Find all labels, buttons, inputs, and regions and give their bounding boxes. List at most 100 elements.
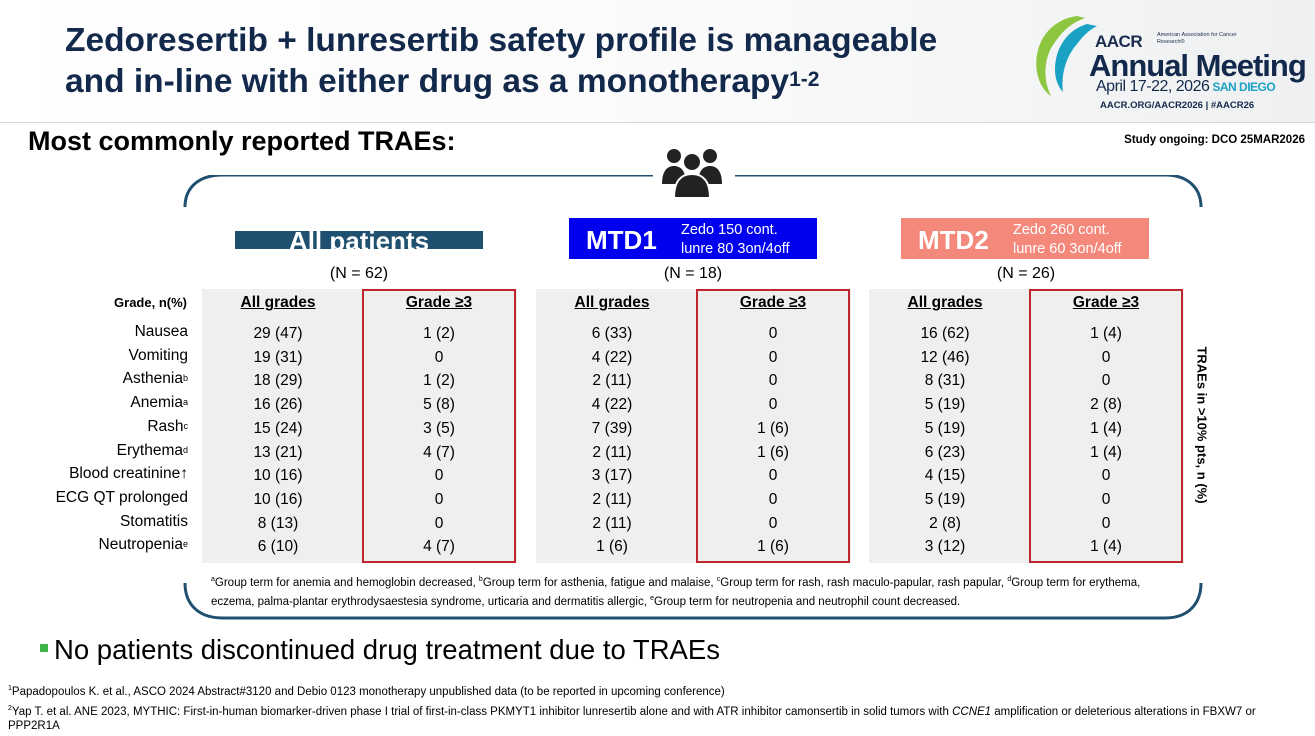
table-cell-grade3-mtd2: 1 (4) <box>1090 444 1122 461</box>
row-label-text: Blood creatinine↑ <box>69 465 188 482</box>
table-cell-all-grades-mtd2: 6 (23) <box>924 444 966 461</box>
table-cell-grade3-mtd2: 1 (4) <box>1090 325 1122 342</box>
dates-text: April 17-22, 2026 <box>1096 78 1210 95</box>
row-label-footnote-sup: c <box>183 421 189 431</box>
table-cell-grade3-mtd2: 0 <box>1101 491 1111 508</box>
table-cell-all-grades-mtd1: 2 (11) <box>592 491 632 508</box>
slide-title: Zedoresertib + lunresertib safety profil… <box>65 20 1025 102</box>
row-label-footnote-sup: a <box>182 397 188 407</box>
row-label: Astheniab <box>10 369 188 389</box>
table-cell-grade3-all: 5 (8) <box>423 396 455 413</box>
row-label-text: Rash <box>147 418 184 435</box>
table-cell-all-grades-mtd2: 8 (31) <box>924 372 966 389</box>
table-cell-grade3-all: 4 (7) <box>423 444 455 461</box>
city-text: SAN DIEGO <box>1212 80 1276 94</box>
table-cell-all-grades-mtd1: 2 (11) <box>592 372 632 389</box>
group-desc-mtd2: Zedo 260 cont. lunre 60 3on/4off <box>1013 221 1122 259</box>
table-cell-all-grades-all: 10 (16) <box>253 491 303 508</box>
row-label-footnote-sup: e <box>182 539 188 549</box>
table-cell-grade3-mtd1: 0 <box>768 372 778 389</box>
table-cell-all-grades-mtd1: 1 (6) <box>596 538 628 555</box>
table-cell-all-grades-all: 8 (13) <box>257 515 299 532</box>
n-mtd2: (N = 26) <box>996 265 1056 282</box>
table-cell-all-grades-mtd1: 2 (11) <box>592 515 632 532</box>
row-label-text: Anemia <box>130 394 183 411</box>
reference-1: 1Papadopoulos K. et al., ASCO 2024 Abstr… <box>8 682 725 699</box>
table-cell-grade3-all: 1 (2) <box>423 325 455 342</box>
bullet-square-icon <box>40 643 48 652</box>
row-label-text: Asthenia <box>122 370 183 387</box>
meeting-web-hashtag: AACR.ORG/AACR2026 | #AACR26 <box>1100 100 1255 111</box>
table-cell-all-grades-mtd1: 6 (33) <box>591 325 633 342</box>
grade3-box-mtd1 <box>696 289 850 563</box>
table-cell-all-grades-mtd1: 3 (17) <box>591 467 633 484</box>
table-bracket-frame <box>183 175 1203 620</box>
row-label-footnote-sup: b <box>182 373 188 383</box>
row-label: Rashc <box>10 417 188 437</box>
table-cell-all-grades-mtd2: 16 (62) <box>920 325 970 342</box>
table-cell-grade3-mtd1: 0 <box>768 396 778 413</box>
reference-1-sup: 1 <box>8 685 12 692</box>
row-label: Vomiting <box>10 346 188 366</box>
group-label-mtd2: MTD2 <box>918 225 989 255</box>
row-label: Neutropeniae <box>10 535 188 555</box>
table-cell-all-grades-mtd2: 3 (12) <box>924 538 966 555</box>
n-all-patients: (N = 62) <box>329 265 389 282</box>
col-header-grade3-mtd2: Grade ≥3 <box>1072 294 1140 311</box>
table-cell-grade3-mtd1: 0 <box>768 325 778 342</box>
table-cell-grade3-all: 3 (5) <box>423 420 455 437</box>
people-group-icon <box>662 149 722 199</box>
table-cell-all-grades-mtd2: 5 (19) <box>924 396 966 413</box>
table-cell-grade3-all: 0 <box>434 349 444 366</box>
grade3-box-all-patients <box>362 289 516 563</box>
table-footnote: aGroup term for anemia and hemoglobin de… <box>211 576 1141 609</box>
footnote-e: Group term for neutropenia and neutrophi… <box>654 596 961 609</box>
row-label-text: Nausea <box>134 323 188 340</box>
table-cell-all-grades-all: 16 (26) <box>253 396 303 413</box>
bullet-text: No patients discontinued drug treatment … <box>54 634 720 665</box>
footnote-b: Group term for asthenia, fatigue and mal… <box>482 576 717 589</box>
row-label-footnote-sup: d <box>182 445 188 455</box>
table-side-label: TRAEs in >10% pts, n (%) <box>1194 346 1210 504</box>
table-cell-grade3-mtd1: 0 <box>768 515 778 532</box>
title-line-2: and in-line with either drug as a monoth… <box>65 63 790 100</box>
table-cell-grade3-mtd1: 0 <box>768 467 778 484</box>
table-cell-all-grades-all: 6 (10) <box>257 538 299 555</box>
table-cell-grade3-all: 0 <box>434 515 444 532</box>
reference-2-sup: 2 <box>8 705 12 712</box>
group-label-mtd1: MTD1 <box>586 225 657 255</box>
footnote-a: Group term for anemia and hemoglobin dec… <box>214 576 479 589</box>
table-cell-grade3-mtd1: 1 (6) <box>757 420 789 437</box>
row-label: Blood creatinine↑ <box>10 464 188 484</box>
aacr-wordmark: AACR <box>1095 32 1143 51</box>
mtd2-dose-lunre: lunre 60 3on/4off <box>1013 241 1122 257</box>
row-label-text: Erythema <box>116 442 183 459</box>
table-cell-grade3-mtd2: 0 <box>1101 372 1111 389</box>
table-cell-grade3-mtd1: 1 (6) <box>757 444 789 461</box>
grade3-box-mtd2 <box>1029 289 1183 563</box>
table-cell-all-grades-mtd1: 4 (22) <box>591 396 633 413</box>
row-label: Stomatitis <box>10 512 188 532</box>
table-cell-all-grades-mtd1: 4 (22) <box>591 349 633 366</box>
table-cell-all-grades-all: 10 (16) <box>253 467 303 484</box>
table-cell-all-grades-mtd2: 12 (46) <box>920 349 970 366</box>
table-cell-grade3-all: 0 <box>434 491 444 508</box>
logo-arc-icon <box>1036 16 1097 96</box>
col-header-all-grades-mtd1: All grades <box>574 294 650 311</box>
grade-column-header: Grade, n(%) <box>114 295 187 310</box>
footnote-d: Group term for erythema, eczema, palma-p… <box>211 576 1141 609</box>
table-cell-grade3-all: 1 (2) <box>423 372 455 389</box>
mtd2-dose-zedo: Zedo 260 cont. <box>1013 222 1110 238</box>
col-header-all-grades-mtd2: All grades <box>907 294 983 311</box>
key-finding-bullet: No patients discontinued drug treatment … <box>40 634 720 666</box>
group-pill-mtd2: MTD2 Zedo 260 cont. lunre 60 3on/4off <box>901 218 1149 259</box>
table-cell-all-grades-mtd1: 7 (39) <box>591 420 633 437</box>
table-cell-all-grades-mtd2: 2 (8) <box>929 515 961 532</box>
col-header-all-grades-all: All grades <box>240 294 316 311</box>
slide-header: Zedoresertib + lunresertib safety profil… <box>0 0 1315 123</box>
footnote-c: Group term for rash, rash maculo-papular… <box>720 576 1008 589</box>
table-cell-grade3-all: 4 (7) <box>423 538 455 555</box>
n-mtd1: (N = 18) <box>663 265 723 282</box>
table-cell-all-grades-all: 19 (31) <box>253 349 303 366</box>
col-header-grade3-mtd1: Grade ≥3 <box>739 294 807 311</box>
